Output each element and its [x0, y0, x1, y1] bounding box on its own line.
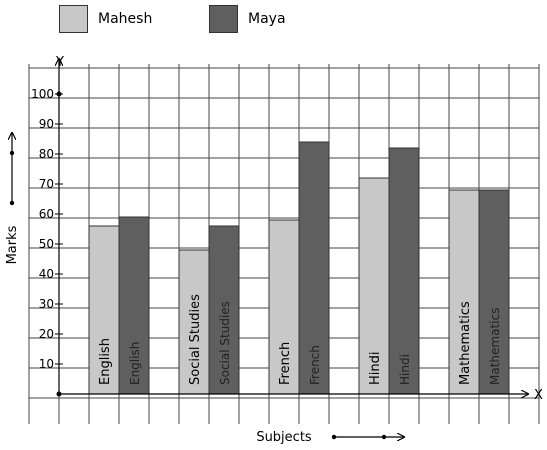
axes: 10 20 30 40 50 60 70 80 90 100 [10, 59, 528, 439]
bar-mahesh-3 [358, 177, 390, 395]
y-tick-label: 20 [39, 327, 54, 341]
bar-mahesh-4 [448, 189, 480, 395]
y-tick-label: 90 [39, 117, 54, 131]
legend-label-mahesh: Mahesh [98, 11, 153, 27]
legend-item-mahesh: Mahesh [59, 4, 152, 34]
legend-swatch-maya [209, 5, 238, 33]
xlabel-arrow-dot [381, 434, 387, 440]
y-tick-label: 50 [39, 237, 54, 251]
y-tick-label: 100 [31, 87, 54, 101]
labels: English English Social Studies Social Studi… [98, 294, 502, 385]
x-axis-letter: X [534, 388, 543, 403]
bar-maya-4 [478, 189, 510, 395]
bars [88, 141, 510, 395]
ylabel-arrow-dot [9, 200, 15, 206]
bar-mahesh-0 [88, 225, 120, 395]
bar-label-mahesh-1: Social Studies [188, 294, 203, 385]
bar-label-mahesh-2: French [278, 342, 293, 385]
legend-label-maya: Maya [248, 11, 286, 27]
y-tick-label: 70 [39, 177, 54, 191]
y-tick-label: 60 [39, 207, 54, 221]
y-tick-label: 40 [39, 267, 54, 281]
bar-label-maya-2: French [308, 345, 322, 385]
bar-maya-3 [388, 147, 420, 395]
y-tick-label: 80 [39, 147, 54, 161]
bar-mahesh-1 [178, 249, 210, 395]
legend-swatch-mahesh [59, 5, 88, 33]
ylabel-arrow-dot [9, 150, 15, 156]
y-tick-label: 10 [39, 357, 54, 371]
bar-label-maya-4: Mathematics [488, 308, 502, 385]
xlabel-arrow-dot [331, 434, 337, 440]
origin-dot [56, 391, 62, 397]
x-axis-label: Subjects [256, 430, 312, 445]
bar-maya-1 [208, 225, 240, 395]
bar-label-maya-1: Social Studies [218, 301, 232, 385]
bar-mahesh-2 [268, 219, 300, 395]
bar-label-maya-3: Hindi [398, 354, 412, 385]
y-axis-letter: Y [55, 55, 64, 70]
bar-label-mahesh-4: Mathematics [458, 301, 473, 385]
bar-label-maya-0: English [128, 342, 142, 385]
legend-item-maya: Maya [209, 4, 286, 34]
bar-label-mahesh-3: Hindi [368, 352, 383, 386]
y-axis-label: Marks [5, 225, 20, 264]
bar-label-mahesh-0: English [98, 338, 113, 385]
bar-maya-2 [298, 141, 330, 395]
y-tick-label: 30 [39, 297, 54, 311]
